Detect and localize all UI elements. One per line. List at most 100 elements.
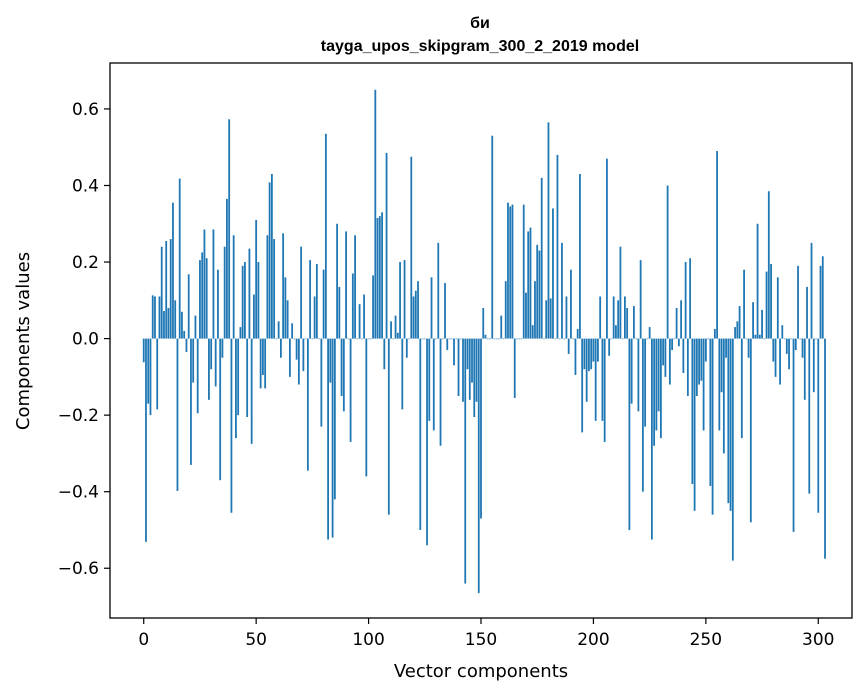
bar-98 xyxy=(363,294,365,339)
bar-169 xyxy=(522,204,525,339)
bar-87 xyxy=(338,286,341,339)
bar-67 xyxy=(293,338,296,340)
bar-23 xyxy=(194,315,197,339)
bar-253 xyxy=(711,338,714,515)
bar-223 xyxy=(644,338,647,427)
bar-86 xyxy=(336,223,338,339)
bar-152 xyxy=(484,334,487,339)
bar-211 xyxy=(617,300,620,339)
x-axis-ticks: 0 50 100 150 200 250 300 xyxy=(138,618,834,650)
bar-207 xyxy=(608,338,611,356)
bar-149 xyxy=(477,338,480,594)
bar-300 xyxy=(817,338,820,513)
bar-68 xyxy=(295,338,298,360)
bar-158 xyxy=(498,338,500,340)
bar-274 xyxy=(758,334,761,339)
bar-201 xyxy=(594,338,597,421)
bar-4 xyxy=(151,295,154,339)
bar-286 xyxy=(785,338,788,354)
bar-284 xyxy=(781,325,784,339)
bar-2 xyxy=(147,338,150,404)
bar-120 xyxy=(412,296,415,339)
bar-234 xyxy=(668,338,671,385)
bar-270 xyxy=(749,338,752,523)
bar-91 xyxy=(347,338,350,340)
bar-18 xyxy=(183,330,186,339)
bar-36 xyxy=(223,246,226,339)
bar-194 xyxy=(579,174,581,339)
bar-285 xyxy=(783,338,786,340)
bar-264 xyxy=(736,321,739,339)
bar-251 xyxy=(707,338,709,340)
bar-263 xyxy=(734,327,736,339)
bar-104 xyxy=(376,218,379,339)
bar-167 xyxy=(518,338,521,340)
bar-113 xyxy=(396,332,399,339)
y-tick-label: 0.6 xyxy=(72,100,99,120)
bar-130 xyxy=(435,338,437,340)
x-axis-label: Vector components xyxy=(394,661,568,682)
x-tick-label: 300 xyxy=(802,630,834,650)
bar-83 xyxy=(329,338,332,383)
bar-17 xyxy=(181,311,183,339)
x-tick-label: 250 xyxy=(690,630,722,650)
bar-65 xyxy=(288,338,291,377)
bar-176 xyxy=(538,250,541,339)
bar-275 xyxy=(761,309,763,339)
bar-186 xyxy=(561,242,563,339)
bar-179 xyxy=(545,300,548,339)
bar-261 xyxy=(729,338,732,511)
bar-6 xyxy=(156,338,159,410)
bar-266 xyxy=(740,338,743,439)
bar-34 xyxy=(219,338,222,481)
bar-41 xyxy=(235,338,237,439)
bar-79 xyxy=(320,338,323,427)
bar-81 xyxy=(324,133,327,339)
bar-26 xyxy=(201,252,204,339)
bar-180 xyxy=(547,122,550,339)
bar-150 xyxy=(480,338,482,519)
bar-276 xyxy=(763,338,766,340)
bar-301 xyxy=(819,265,822,339)
bar-241 xyxy=(684,262,687,339)
bar-209 xyxy=(612,296,615,339)
y-tick-label: −0.4 xyxy=(58,483,99,503)
bar-278 xyxy=(767,191,770,339)
bar-33 xyxy=(217,269,219,339)
bar-107 xyxy=(383,338,386,370)
bar-173 xyxy=(531,325,534,339)
bar-195 xyxy=(581,338,584,433)
bar-40 xyxy=(232,235,235,339)
bar-46 xyxy=(246,338,249,418)
bar-64 xyxy=(286,300,289,339)
bar-198 xyxy=(588,338,590,372)
bar-137 xyxy=(450,338,453,340)
bar-232 xyxy=(664,338,667,377)
bar-296 xyxy=(808,338,811,494)
bar-289 xyxy=(792,338,795,532)
bar-5 xyxy=(154,296,156,339)
bar-222 xyxy=(641,338,644,492)
bar-221 xyxy=(639,260,642,339)
bar-271 xyxy=(752,302,754,339)
bar-258 xyxy=(722,338,725,454)
bar-228 xyxy=(655,338,658,431)
bar-260 xyxy=(727,338,730,504)
bar-162 xyxy=(507,202,509,339)
bar-127 xyxy=(428,338,431,421)
bar-181 xyxy=(549,298,552,339)
bar-268 xyxy=(745,338,748,340)
bar-249 xyxy=(702,338,705,431)
bar-295 xyxy=(806,286,808,339)
bar-257 xyxy=(720,338,723,393)
bar-96 xyxy=(358,304,361,339)
bar-302 xyxy=(821,256,824,339)
bar-142 xyxy=(462,338,464,402)
bar-128 xyxy=(430,277,433,339)
bar-143 xyxy=(464,338,467,584)
bar-174 xyxy=(534,281,536,339)
bar-238 xyxy=(677,338,680,347)
bar-281 xyxy=(774,338,777,377)
bar-22 xyxy=(192,338,195,383)
bar-265 xyxy=(738,306,741,339)
